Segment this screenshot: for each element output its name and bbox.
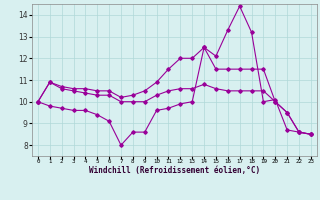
X-axis label: Windchill (Refroidissement éolien,°C): Windchill (Refroidissement éolien,°C): [89, 166, 260, 175]
